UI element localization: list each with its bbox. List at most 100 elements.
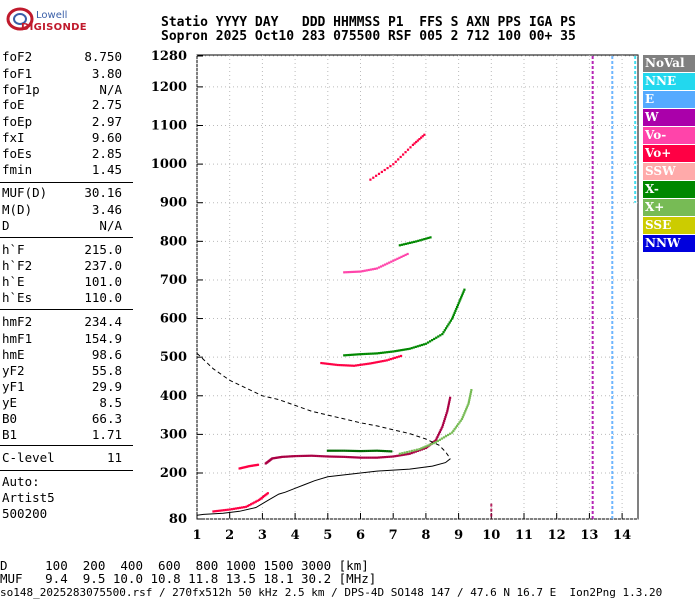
echo-point	[384, 263, 387, 266]
echo-point	[397, 355, 401, 358]
echo-point	[243, 506, 246, 509]
param-row: foF1 3.80	[2, 66, 122, 81]
auto-code: 500200	[2, 506, 48, 521]
echo-point	[318, 455, 321, 458]
param-row: hmE 98.6	[2, 347, 122, 362]
echo-point	[411, 143, 415, 147]
echo-point	[242, 466, 245, 469]
echo-point	[456, 304, 459, 307]
echo-point	[424, 445, 427, 448]
divider	[0, 445, 133, 446]
echo-point	[296, 454, 299, 458]
echo-point	[332, 363, 335, 366]
echo-point	[398, 452, 401, 455]
echo-point	[413, 240, 416, 244]
echo-point	[353, 353, 356, 356]
echo-point	[322, 362, 325, 365]
legend-item-vo-minus: Vo-	[643, 127, 695, 144]
echo-point	[451, 315, 455, 318]
echo-point	[259, 497, 262, 501]
echo-point	[278, 456, 281, 459]
header-values: Sopron 2025 Oct10 283 075500 RSF 005 2 7…	[161, 29, 576, 44]
echo-point	[247, 465, 250, 468]
echo-point	[388, 450, 391, 453]
echo-point	[390, 350, 393, 353]
echo-point	[214, 510, 217, 513]
echo-point	[254, 500, 258, 503]
echo-point	[379, 456, 383, 459]
echo-point	[359, 353, 362, 356]
echo-point	[406, 348, 409, 351]
echo-point	[230, 508, 233, 511]
echo-point	[457, 302, 460, 305]
echo-point	[412, 451, 415, 454]
echo-point	[398, 349, 401, 352]
echo-point	[404, 242, 408, 245]
echo-point	[345, 455, 348, 459]
echo-point	[437, 335, 440, 338]
echo-point	[249, 464, 252, 468]
echo-point	[276, 456, 279, 459]
echo-point	[326, 455, 329, 458]
echo-point	[444, 327, 448, 330]
echo-point	[455, 305, 459, 309]
echo-point	[420, 447, 423, 450]
echo-point	[379, 351, 383, 355]
echo-point	[347, 449, 350, 452]
echo-point	[343, 271, 346, 274]
echo-point	[369, 362, 372, 365]
echo-point	[424, 342, 428, 345]
echo-point	[426, 444, 429, 447]
echo-point	[404, 151, 407, 154]
echo-point	[369, 268, 372, 271]
echo-point	[234, 507, 238, 510]
echo-point	[464, 408, 468, 411]
echo-point	[411, 241, 414, 244]
echo-point	[442, 436, 446, 439]
param-row: B1 1.71	[2, 427, 122, 442]
x-tick-label: 8	[421, 528, 430, 543]
echo-point	[400, 243, 403, 246]
echo-point	[285, 455, 289, 458]
echo-point	[351, 353, 354, 356]
echo-point	[399, 155, 402, 159]
echo-point	[392, 350, 395, 353]
echo-point	[367, 352, 370, 355]
echo-point	[384, 455, 387, 459]
echo-point	[236, 507, 240, 510]
echo-point	[413, 142, 416, 145]
echo-point	[212, 510, 215, 513]
echo-point	[383, 359, 386, 362]
echo-point	[371, 352, 374, 355]
echo-point	[367, 456, 370, 459]
echo-point	[390, 455, 393, 458]
echo-point	[289, 455, 292, 458]
echo-point	[326, 362, 329, 365]
echo-point	[452, 313, 455, 316]
echo-point	[412, 346, 415, 349]
echo-point	[442, 421, 445, 425]
echo-point	[349, 456, 352, 459]
echo-point	[421, 135, 424, 138]
echo-point	[418, 138, 421, 141]
auto-artist: Artist5	[2, 490, 55, 505]
echo-point	[455, 307, 458, 311]
echo-point	[416, 449, 419, 452]
echo-point	[447, 402, 450, 405]
echo-point	[466, 404, 469, 407]
param-row: M(D) 3.46	[2, 202, 122, 217]
echo-point	[406, 252, 409, 256]
echo-point	[432, 441, 435, 445]
echo-point	[410, 347, 413, 350]
echo-point	[359, 270, 362, 273]
param-row: foF2 8.750	[2, 49, 122, 64]
echo-point	[334, 455, 338, 458]
param-row: yE 8.5	[2, 395, 122, 410]
echo-point	[341, 449, 344, 452]
echo-point	[258, 498, 261, 502]
echo-point	[467, 400, 471, 403]
param-row: fmin 1.45	[2, 162, 122, 177]
echo-point	[380, 170, 383, 174]
footer-distance-row: D 100 200 400 600 800 1000 1500 3000 [km…	[0, 558, 369, 573]
param-row: h`E 101.0	[2, 274, 122, 289]
